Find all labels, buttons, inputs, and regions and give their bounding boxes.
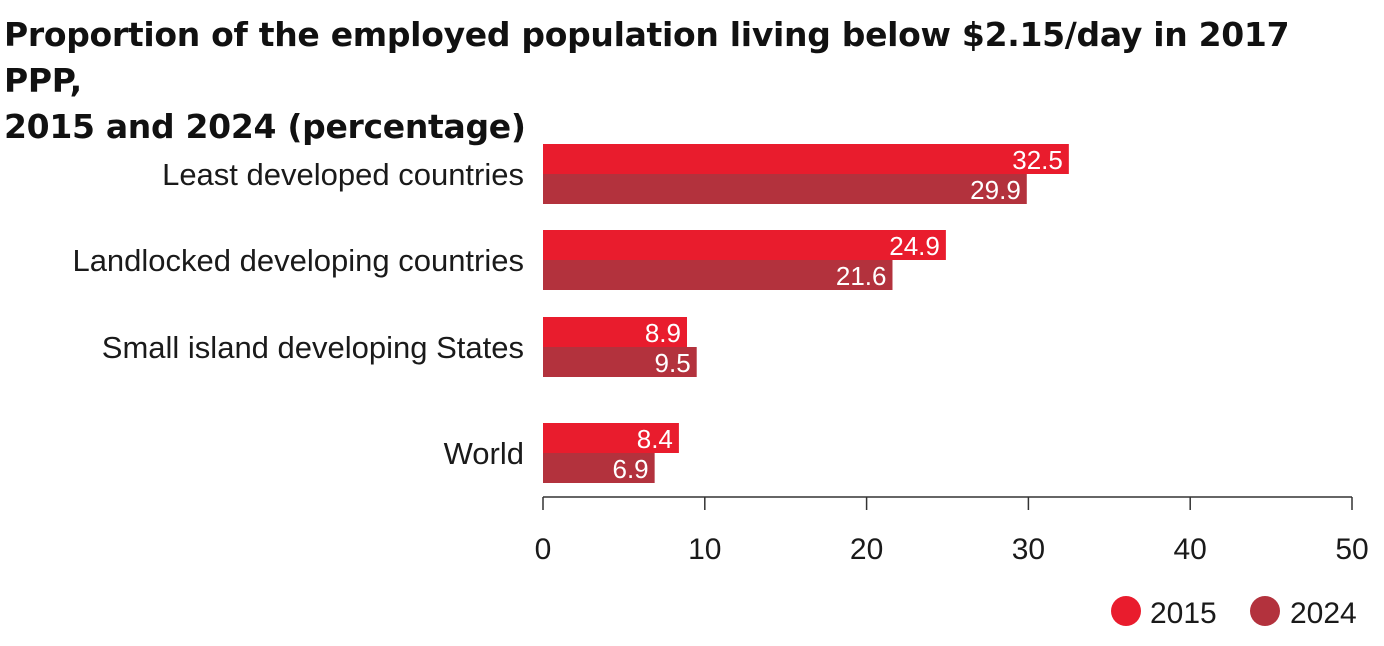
x-tick-label-0: 0	[535, 533, 552, 566]
data-label-2015-landlocked-developing-countries: 24.9	[889, 231, 940, 261]
bar-2024-least-developed-countries	[543, 174, 1027, 204]
bar-2015-small-island-developing-states	[543, 317, 688, 347]
bar-2024-world	[543, 453, 655, 483]
legend-label-2015: 2015	[1150, 597, 1217, 630]
category-label-least-developed-countries: Least developed countries	[162, 157, 524, 192]
legend-swatch-2024	[1250, 596, 1280, 626]
chart-title-line-1: Proportion of the employed population li…	[4, 15, 1290, 100]
x-tick-label-30: 30	[1012, 533, 1045, 566]
bar-2015-least-developed-countries	[543, 144, 1069, 174]
category-label-small-island-developing-states: Small island developing States	[102, 330, 524, 365]
data-label-2024-landlocked-developing-countries: 21.6	[836, 261, 887, 291]
category-label-world: World	[444, 436, 524, 471]
bar-2024-small-island-developing-states	[543, 347, 697, 377]
legend-swatch-2015	[1111, 596, 1141, 626]
chart-title: Proportion of the employed population li…	[4, 12, 1374, 150]
data-label-2024-small-island-developing-states: 9.5	[655, 348, 691, 378]
data-label-2015-world: 8.4	[637, 424, 673, 454]
data-label-2015-small-island-developing-states: 8.9	[645, 318, 681, 348]
bar-2015-landlocked-developing-countries	[543, 230, 946, 260]
category-label-landlocked-developing-countries: Landlocked developing countries	[72, 243, 524, 278]
x-tick-label-40: 40	[1174, 533, 1207, 566]
bar-2024-landlocked-developing-countries	[543, 260, 893, 290]
data-label-2015-least-developed-countries: 32.5	[1012, 145, 1063, 175]
x-tick-label-50: 50	[1335, 533, 1368, 566]
bar-2015-world	[543, 423, 679, 453]
data-label-2024-least-developed-countries: 29.9	[970, 175, 1021, 205]
chart-title-line-2: 2015 and 2024 (percentage)	[4, 107, 526, 146]
x-tick-label-20: 20	[850, 533, 883, 566]
legend-label-2024: 2024	[1290, 597, 1357, 630]
x-tick-label-10: 10	[688, 533, 721, 566]
data-label-2024-world: 6.9	[612, 454, 648, 484]
